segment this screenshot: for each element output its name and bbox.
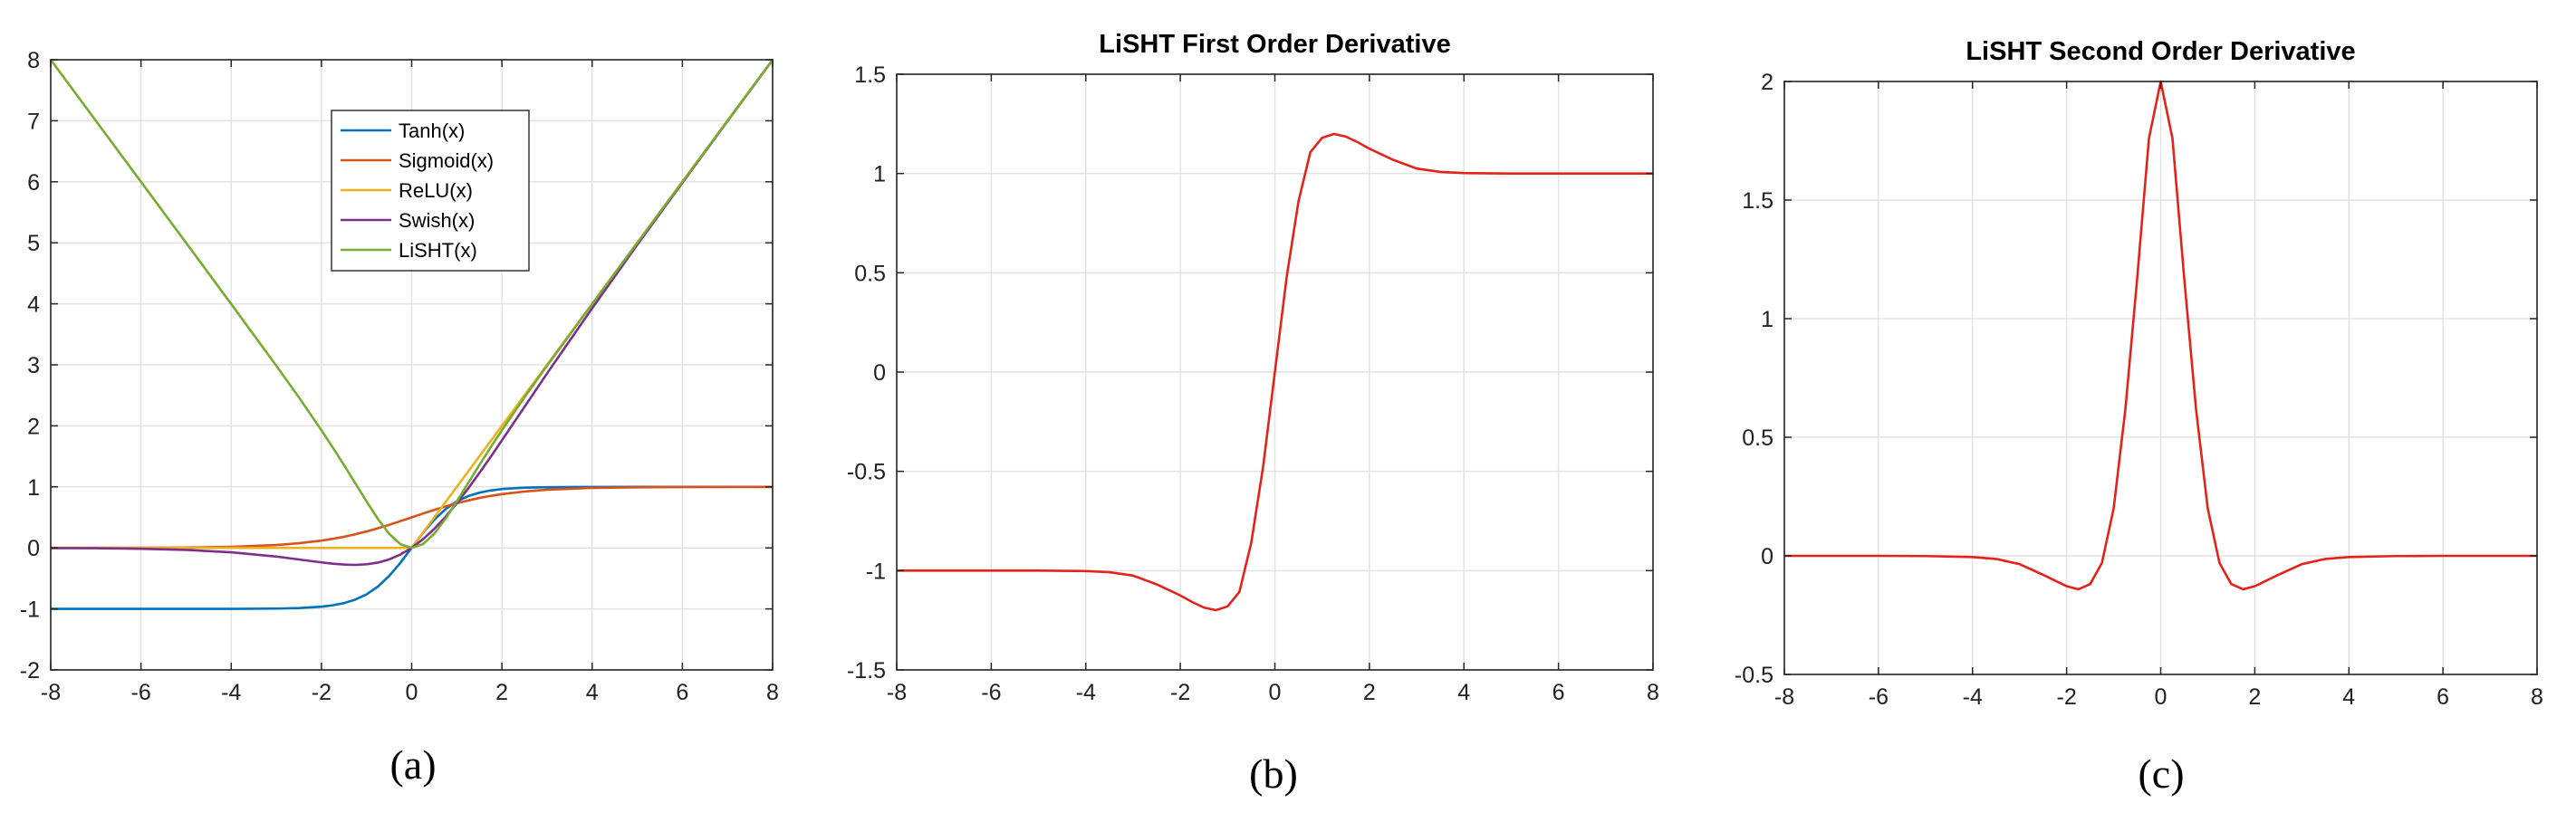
y-tick-label: -0.5 <box>1735 663 1773 688</box>
y-tick-label: 5 <box>27 231 40 256</box>
chart-title: LiSHT First Order Derivative <box>1099 30 1450 59</box>
y-tick-label: 8 <box>27 48 40 73</box>
y-tick-label: 6 <box>27 170 40 196</box>
x-tick-label: -8 <box>41 680 61 705</box>
x-tick-label: -2 <box>312 680 332 705</box>
x-tick-label: -4 <box>221 680 241 705</box>
x-tick-label: 8 <box>2531 684 2543 710</box>
y-tick-label: 1.5 <box>1742 188 1773 214</box>
x-tick-label: -6 <box>1869 684 1889 710</box>
x-tick-label: 8 <box>766 680 779 705</box>
x-tick-label: 4 <box>2342 684 2355 710</box>
x-tick-label: 2 <box>2248 684 2261 710</box>
y-tick-label: 1 <box>1761 307 1773 332</box>
x-tick-label: 2 <box>1363 680 1376 705</box>
y-tick-label: 4 <box>27 292 40 318</box>
y-tick-label: -0.5 <box>847 460 886 485</box>
y-tick-label: -1.5 <box>847 658 886 683</box>
series-line-curve <box>897 132 1653 612</box>
legend-label: Tanh(x) <box>399 119 465 142</box>
y-tick-label: 3 <box>27 353 40 378</box>
x-tick-label: -2 <box>2057 684 2077 710</box>
legend-label: ReLU(x) <box>399 179 473 202</box>
y-tick-label: 2 <box>1761 70 1773 95</box>
x-tick-label: 0 <box>1269 680 1282 705</box>
legend: Tanh(x) Sigmoid(x) ReLU(x) Swish(x) LiSHT(x) <box>331 110 530 272</box>
y-tick-label: 0 <box>1761 544 1773 569</box>
y-tick-label: -1 <box>866 559 886 584</box>
y-tick-label: 0.5 <box>1742 425 1773 451</box>
panel-caption: (b) <box>1249 750 1298 797</box>
x-tick-label: -2 <box>1170 680 1190 705</box>
x-tick-label: 4 <box>1457 680 1470 705</box>
series-line-sigmoid-x <box>50 485 774 550</box>
x-tick-label: 4 <box>586 680 599 705</box>
x-tick-label: 6 <box>2437 684 2449 710</box>
y-tick-label: 1 <box>873 162 886 187</box>
legend-label: LiSHT(x) <box>399 239 477 262</box>
x-tick-label: 0 <box>2155 684 2167 710</box>
y-tick-label: 1.5 <box>854 62 886 88</box>
chart-a: -8 -6 -4 -2 0 2 4 6 8 -2 -1 0 1 2 3 4 5 6 7 8 (a) Tanh(x) Sigm… <box>20 48 779 788</box>
legend-label: Sigmoid(x) <box>399 149 494 172</box>
legend-label: Swish(x) <box>399 209 475 232</box>
panel-caption: (a) <box>389 741 436 788</box>
x-tick-label: 6 <box>1552 680 1565 705</box>
panel-caption: (c) <box>2138 750 2184 797</box>
chart-b: -8 -6 -4 -2 0 2 4 6 8 -1.5 -1 -0.5 0 0.5 1 1.5 LiSHT Fir… <box>847 30 1659 797</box>
x-tick-label: 0 <box>406 680 418 705</box>
x-tick-label: 2 <box>495 680 508 705</box>
y-tick-label: -1 <box>20 597 40 623</box>
x-tick-label: 6 <box>676 680 688 705</box>
y-tick-label: 1 <box>27 475 40 501</box>
series-line-lisht-x <box>49 59 774 550</box>
y-tick-label: -2 <box>20 658 40 683</box>
x-tick-label: -8 <box>1774 684 1794 710</box>
y-tick-label: 7 <box>27 109 40 134</box>
x-tick-label: 8 <box>1647 680 1659 705</box>
y-tick-label: 2 <box>27 414 40 439</box>
chart-title: LiSHT Second Order Derivative <box>1966 37 2355 66</box>
y-tick-label: 0 <box>27 536 40 561</box>
chart-c: -8 -6 -4 -2 0 2 4 6 8 -0.5 0 0.5 1 1.5 2 LiSHT Second O… <box>1735 37 2543 797</box>
x-tick-label: -6 <box>981 680 1001 705</box>
x-tick-label: -4 <box>1076 680 1096 705</box>
y-tick-label: 0.5 <box>854 261 886 286</box>
x-tick-label: -8 <box>887 680 907 705</box>
x-tick-label: -4 <box>1963 684 1983 710</box>
x-tick-label: -6 <box>131 680 151 705</box>
y-tick-label: 0 <box>873 360 886 386</box>
